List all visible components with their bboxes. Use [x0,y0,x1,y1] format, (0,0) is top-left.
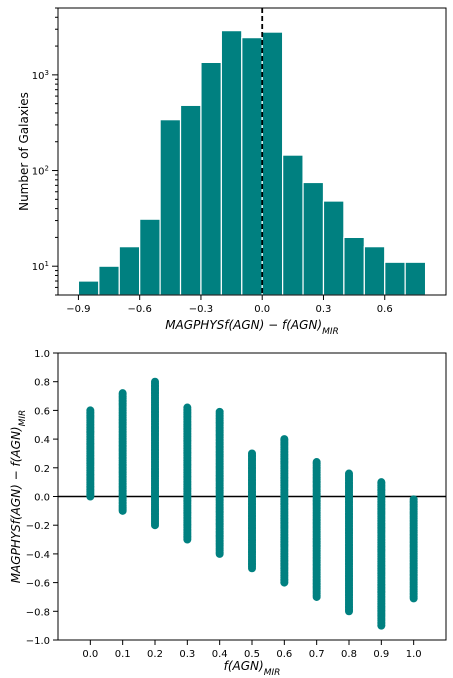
scatter-y-axis-label-sub: MIR [18,410,28,427]
scatter-x-axis-label-main: f(AGN) [224,659,264,673]
x-tick-label: 0.1 [115,649,131,660]
x-tick-label: −0.9 [66,304,90,315]
scatter-point [183,403,192,412]
y-tick-label: −0.2 [26,521,50,532]
histogram-bar [179,104,202,296]
histogram-bar [139,218,161,296]
histogram-bar [159,119,182,296]
y-tick-label: 0.2 [34,464,50,475]
x-tick-label: −0.6 [128,304,152,315]
y-tick-label: 102 [32,165,49,178]
y-tick-label: −1.0 [26,636,50,647]
histogram-x-axis-label: MAGPHYSf(AGN) − f(AGN)MIR [165,318,339,337]
scatter-y-axis-label: MAGPHYSf(AGN) − f(AGN)MIR [9,410,28,584]
y-tick-label: −0.4 [26,550,50,561]
y-tick-label: 0.4 [34,435,50,446]
histogram-frame [57,7,447,296]
scatter-ticks: 0.0 0.1 0.2 0.3 0.4 0.5 0.6 0.7 0.8 0.9 1.0 1.0 0.8 0… [26,349,422,660]
histogram-x-axis-label-sub: MIR [322,327,339,337]
scatter-x-axis-label-sub: MIR [264,668,281,678]
scatter-panel: 0.0 0.1 0.2 0.3 0.4 0.5 0.6 0.7 0.8 0.9 1.0 1.0 0.8 0… [9,349,447,678]
histogram-bar [77,280,100,296]
scatter-point [248,449,256,458]
x-tick-label: 0.9 [373,649,389,660]
y-tick-label: 0.0 [34,493,50,504]
scatter-x-axis-label: f(AGN)MIR [224,659,281,678]
histogram-bar [282,154,304,296]
scatter-point [151,377,159,386]
scatter-point [215,407,224,416]
y-tick-label: 103 [32,69,49,82]
histogram-bar [302,181,325,296]
scatter-point [409,495,418,504]
x-tick-label: 0.0 [254,304,270,315]
histogram-bar [118,246,141,296]
x-tick-label: 0.3 [316,304,332,315]
histogram-bar [322,200,345,296]
y-tick-label: 0.8 [34,378,50,389]
histogram-bar [98,265,120,296]
scatter-point [377,478,386,487]
x-tick-label: 0.3 [179,649,195,660]
x-tick-label: 0.5 [244,649,260,660]
x-tick-label: 0.0 [82,649,98,660]
x-tick-label: 0.8 [341,649,357,660]
x-tick-label: 1.0 [406,649,422,660]
y-tick-label: 101 [32,260,49,273]
scatter-frame [57,352,447,641]
scatter-y-axis-label-main: MAGPHYSf(AGN) − f(AGN) [9,426,23,583]
histogram-ticks: −0.9 −0.6 −0.3 0.0 0.3 0.6 101 102 103 [32,7,393,315]
scatter-point [280,435,289,444]
histogram-panel: −0.9 −0.6 −0.3 0.0 0.3 0.6 101 102 103 Number of… [17,7,447,337]
scatter-point [312,458,321,467]
histogram-y-axis-label: Number of Galaxies [17,92,31,211]
scatter-point [345,469,353,478]
histogram-bar [363,246,386,296]
histogram-x-axis-label-main: MAGPHYSf(AGN) − f(AGN) [165,318,322,332]
x-tick-label: 0.2 [147,649,163,660]
y-tick-label: 1.0 [34,349,50,360]
histogram-bar [241,37,263,296]
x-tick-label: 0.7 [309,649,325,660]
histogram-bar [200,61,222,296]
histogram-bars [77,30,427,296]
scatter-points [86,377,418,630]
scatter-point [86,406,95,415]
x-tick-label: −0.3 [189,304,213,315]
y-tick-label: −0.6 [26,579,50,590]
x-tick-label: 0.6 [276,649,292,660]
histogram-bar [220,30,243,296]
histogram-bar [343,236,365,296]
y-tick-label: 0.6 [34,406,50,417]
histogram-bar [384,261,406,296]
histogram-bar [261,31,284,296]
histogram-bar [404,261,427,296]
y-tick-label: −0.8 [26,607,50,618]
x-tick-label: 0.4 [212,649,228,660]
scatter-point [118,389,127,398]
x-tick-label: 0.6 [377,304,393,315]
